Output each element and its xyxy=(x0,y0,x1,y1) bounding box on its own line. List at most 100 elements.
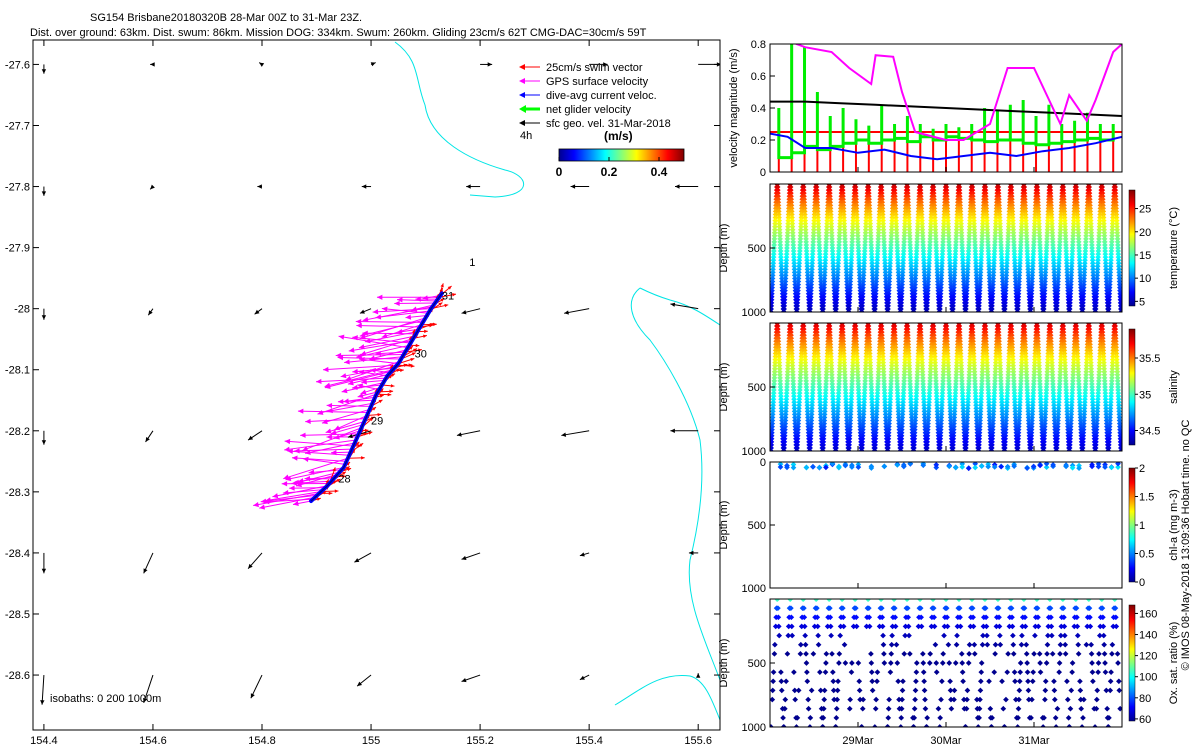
section-point xyxy=(844,278,850,285)
section-point xyxy=(976,293,983,300)
section-point xyxy=(1090,269,1097,276)
section-point xyxy=(1050,248,1057,254)
section-point xyxy=(925,281,931,288)
section-point xyxy=(1062,226,1069,233)
section-point xyxy=(887,266,893,273)
section-point xyxy=(797,378,804,384)
section-point xyxy=(1075,236,1082,242)
section-point xyxy=(847,408,854,415)
section-point xyxy=(924,445,930,451)
section-point xyxy=(1074,356,1081,363)
section-point xyxy=(781,300,788,306)
section-point xyxy=(1074,208,1081,215)
section-point xyxy=(919,371,926,378)
section-point xyxy=(836,375,843,381)
section-point xyxy=(1049,378,1056,384)
section-point xyxy=(938,272,945,279)
section-point xyxy=(778,396,784,403)
section-point xyxy=(1043,390,1050,396)
section-point xyxy=(918,202,925,209)
section-point xyxy=(1009,211,1016,218)
section-point xyxy=(847,281,854,288)
section-point xyxy=(826,323,833,329)
section-point xyxy=(985,254,992,260)
section-point xyxy=(1032,211,1039,218)
section-point xyxy=(926,257,933,264)
section-point xyxy=(839,190,846,196)
section-point xyxy=(1040,445,1047,451)
section-point xyxy=(880,368,887,375)
section-point xyxy=(835,399,842,406)
section-point xyxy=(810,371,817,378)
section-point xyxy=(1036,371,1043,378)
gps-surface-vector-head xyxy=(253,501,259,508)
section-point xyxy=(952,245,959,251)
section-point xyxy=(1023,362,1029,369)
section-point xyxy=(796,402,802,409)
section-point xyxy=(993,217,999,224)
section-point xyxy=(1064,420,1071,427)
section-point xyxy=(951,272,958,279)
map-x-tick-label: 155.2 xyxy=(466,735,494,747)
section-point xyxy=(991,245,998,251)
section-point xyxy=(859,442,865,448)
section-point xyxy=(783,402,789,409)
section-point xyxy=(892,332,898,339)
section-point xyxy=(837,220,843,227)
section-point xyxy=(997,220,1003,227)
section-point xyxy=(1043,248,1050,254)
section-point xyxy=(900,402,906,409)
colorbar-tick-label: 0 xyxy=(556,165,563,179)
map-y-tick-label: -28.1 xyxy=(5,365,30,377)
section-point xyxy=(1024,257,1031,264)
section-point xyxy=(966,375,972,381)
section-point xyxy=(804,399,810,406)
section-point xyxy=(1008,329,1015,335)
section-point xyxy=(986,269,993,276)
current-vector xyxy=(561,430,590,436)
section-point xyxy=(1114,236,1121,242)
section-point xyxy=(937,306,943,312)
section-point xyxy=(1077,269,1084,276)
section-point xyxy=(984,375,991,381)
section-point xyxy=(996,199,1002,206)
section-point xyxy=(1004,260,1010,267)
section-point xyxy=(1099,196,1106,203)
day-label: 1 xyxy=(469,257,475,269)
section-point xyxy=(885,306,891,312)
section-point xyxy=(964,272,971,279)
section-point xyxy=(1069,260,1075,267)
gps-surface-vector xyxy=(330,424,364,435)
section-point xyxy=(984,220,990,227)
section-point xyxy=(1060,329,1067,335)
map-x-tick-label: 155.4 xyxy=(575,735,603,747)
section-point xyxy=(1073,187,1080,193)
section-point xyxy=(788,208,795,215)
section-point xyxy=(926,396,933,403)
section-point xyxy=(1053,309,1060,312)
section-point xyxy=(1051,269,1058,276)
section-point xyxy=(925,272,932,279)
section-point xyxy=(882,408,889,415)
section-point xyxy=(787,184,794,187)
section-point xyxy=(783,396,790,403)
map-y-tick-label: -27.6 xyxy=(5,59,30,71)
section-point xyxy=(1054,442,1060,448)
section-point xyxy=(1025,266,1031,273)
section-point xyxy=(814,344,821,351)
section-point xyxy=(996,347,1003,354)
map-y-tick-label: -28 xyxy=(14,304,30,316)
section-point xyxy=(957,205,964,212)
section-point xyxy=(972,384,979,390)
section-point xyxy=(900,384,907,390)
section-point xyxy=(979,375,985,381)
gps-surface-vector-head xyxy=(293,500,299,507)
section-point xyxy=(1107,272,1114,279)
section-point xyxy=(874,390,881,396)
section-point xyxy=(784,368,791,375)
section-point xyxy=(771,371,778,378)
section-point xyxy=(1028,423,1035,430)
section-point xyxy=(898,287,905,294)
section-point xyxy=(888,245,894,251)
gps-surface-vector-head xyxy=(343,398,350,404)
